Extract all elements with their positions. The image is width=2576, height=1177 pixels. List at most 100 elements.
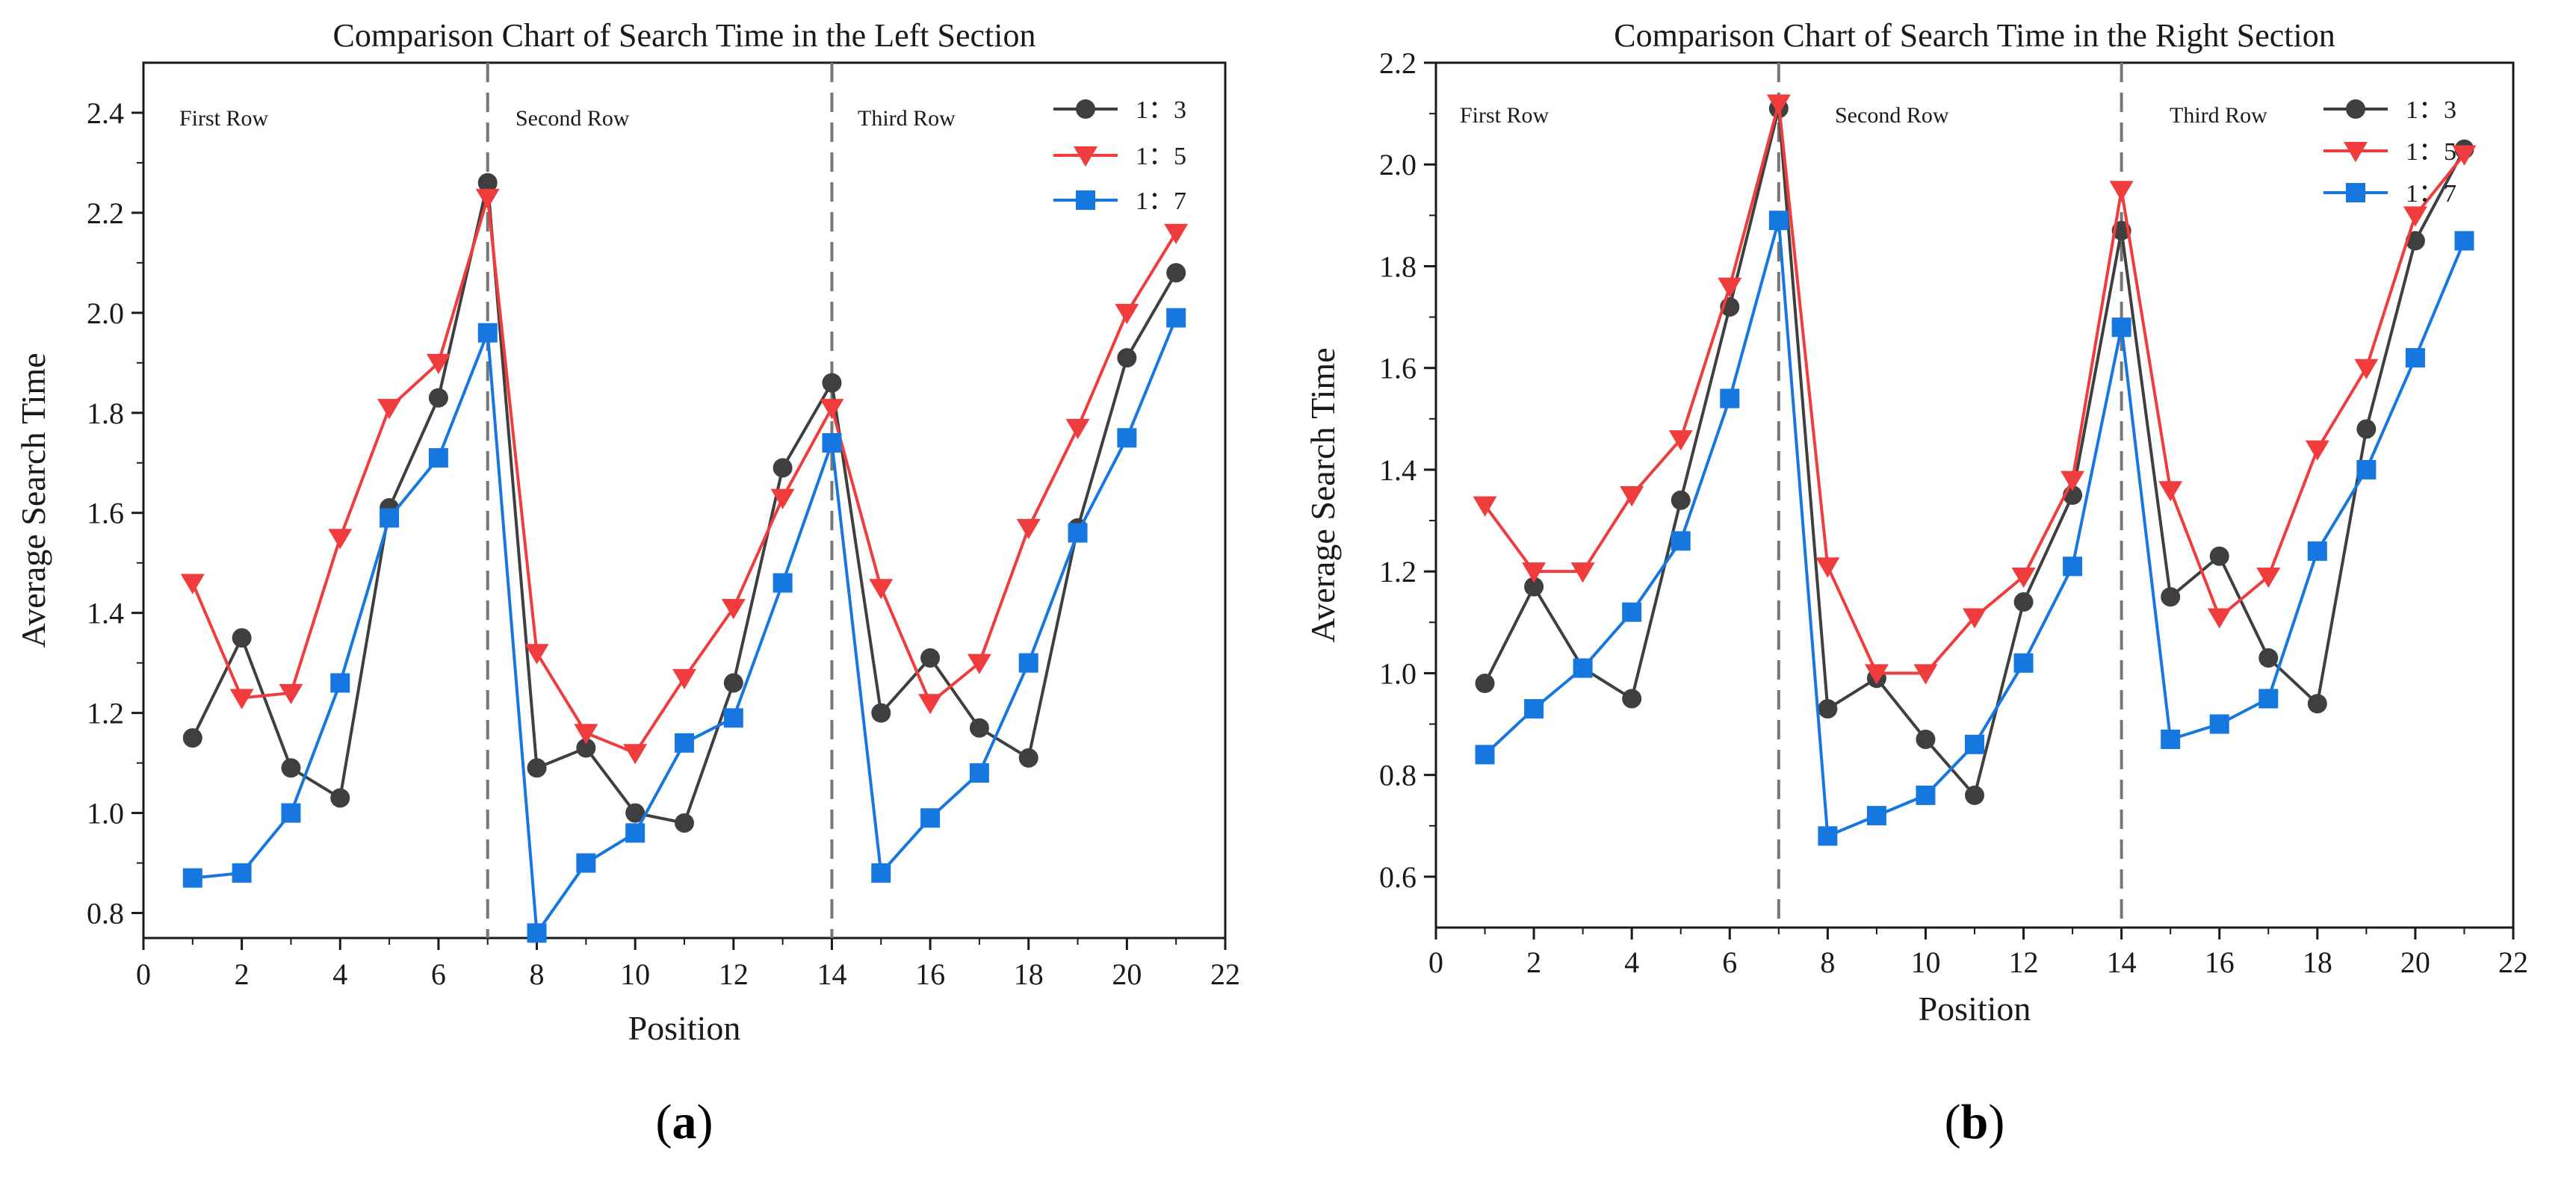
data-point [1720, 388, 1740, 409]
data-point [2209, 546, 2229, 566]
x-tick-label: 6 [1722, 945, 1737, 979]
data-point [232, 863, 252, 883]
section-label: Third Row [858, 106, 956, 131]
data-point [428, 448, 448, 468]
section-label: Second Row [1835, 103, 1949, 128]
data-point [1016, 518, 1041, 540]
data-point [2452, 145, 2477, 166]
x-tick-label: 2 [1526, 945, 1541, 979]
legend-marker [2344, 142, 2368, 163]
legend-item: 1：3 [1053, 96, 1186, 124]
data-point [1818, 826, 1838, 846]
series-0 [182, 173, 1186, 833]
series-2 [1475, 211, 2474, 846]
data-point [428, 388, 448, 408]
data-point [2061, 471, 2085, 491]
x-tick-label: 16 [2205, 945, 2235, 979]
data-point [1473, 496, 1497, 517]
y-tick-label: 0.8 [87, 897, 124, 931]
chart-panel-b: Comparison Chart of Search Time in the R… [1288, 0, 2576, 1177]
legend-item: 1：5 [1053, 143, 1186, 170]
legend-label: 1：3 [1136, 96, 1186, 124]
data-point [232, 628, 252, 648]
legend-marker [2346, 183, 2365, 202]
legend-item: 1：7 [2323, 180, 2456, 208]
data-point [1818, 699, 1838, 719]
data-point [1570, 562, 1595, 583]
y-tick-label: 0.6 [1379, 860, 1417, 894]
panel-letter: b [1961, 1095, 1989, 1149]
data-point [2109, 181, 2134, 202]
data-point [969, 718, 989, 738]
data-point [2258, 647, 2279, 668]
y-tick-label: 2.2 [1379, 46, 1417, 80]
y-tick-label: 1.6 [1379, 352, 1417, 385]
data-point [770, 488, 795, 509]
data-point [2356, 419, 2377, 439]
data-point [426, 353, 451, 375]
data-point [969, 763, 989, 783]
y-axis-title: Average Search Time [14, 353, 52, 647]
data-point [2013, 653, 2034, 673]
series-2 [182, 308, 1186, 943]
data-point [1916, 785, 1936, 805]
y-axis-title: Average Search Time [1304, 347, 1342, 642]
series-line [1483, 102, 2466, 675]
x-tick-label: 14 [2107, 945, 2137, 979]
chart-svg-b: Comparison Chart of Search Time in the R… [1304, 17, 2528, 1149]
data-point [1018, 653, 1038, 673]
data-point [574, 724, 598, 745]
data-point [1766, 94, 1791, 115]
series-line [192, 317, 1178, 937]
y-tick-label: 1.4 [1379, 453, 1417, 487]
section-label: Third Row [2170, 103, 2267, 128]
data-point [1475, 674, 1495, 694]
data-point [1768, 211, 1789, 231]
data-point [1475, 745, 1495, 765]
data-point [1671, 531, 1691, 551]
chart-title: Comparison Chart of Search Time in the R… [1614, 17, 2335, 54]
data-point [1668, 430, 1693, 451]
x-tick-label: 10 [620, 957, 650, 991]
y-tick-label: 1.6 [87, 497, 124, 530]
data-point [1166, 263, 1186, 283]
data-point [2454, 231, 2474, 251]
plot-frame [142, 61, 1227, 940]
series-0 [1475, 99, 2474, 805]
data-point [1963, 608, 1987, 629]
x-tick-label: 0 [1428, 945, 1443, 979]
data-point [2207, 608, 2232, 629]
x-tick-label: 22 [1210, 957, 1240, 991]
data-point [1117, 348, 1137, 368]
data-point [967, 653, 991, 674]
data-point [1916, 729, 1936, 749]
data-point [1622, 602, 1642, 622]
section-label: First Row [179, 106, 269, 131]
data-point [918, 694, 943, 715]
x-tick-label: 16 [915, 957, 945, 991]
series-line [191, 182, 1177, 825]
legend-label: 1：5 [2406, 138, 2456, 166]
data-point [920, 647, 941, 668]
x-tick-label: 2 [235, 957, 250, 991]
data-point [1166, 308, 1186, 328]
data-point [2405, 348, 2425, 368]
data-point [1718, 277, 1742, 298]
y-tick-label: 1.0 [1379, 656, 1417, 690]
y-tick-label: 2.0 [1379, 148, 1417, 181]
data-point [2354, 358, 2379, 379]
data-point [1524, 699, 1544, 719]
data-point [822, 373, 842, 393]
data-point [2256, 567, 2281, 588]
data-point [625, 803, 645, 823]
data-point [2307, 541, 2327, 561]
panel-letter: a [672, 1095, 697, 1149]
x-tick-label: 12 [719, 957, 749, 991]
data-point [2209, 714, 2229, 734]
data-point [1164, 223, 1189, 244]
data-point [871, 703, 891, 723]
y-tick-label: 0.8 [1379, 759, 1417, 792]
x-tick-label: 8 [530, 957, 545, 991]
data-point [623, 744, 648, 765]
chart-svg-a: Comparison Chart of Search Time in the L… [14, 17, 1240, 1149]
